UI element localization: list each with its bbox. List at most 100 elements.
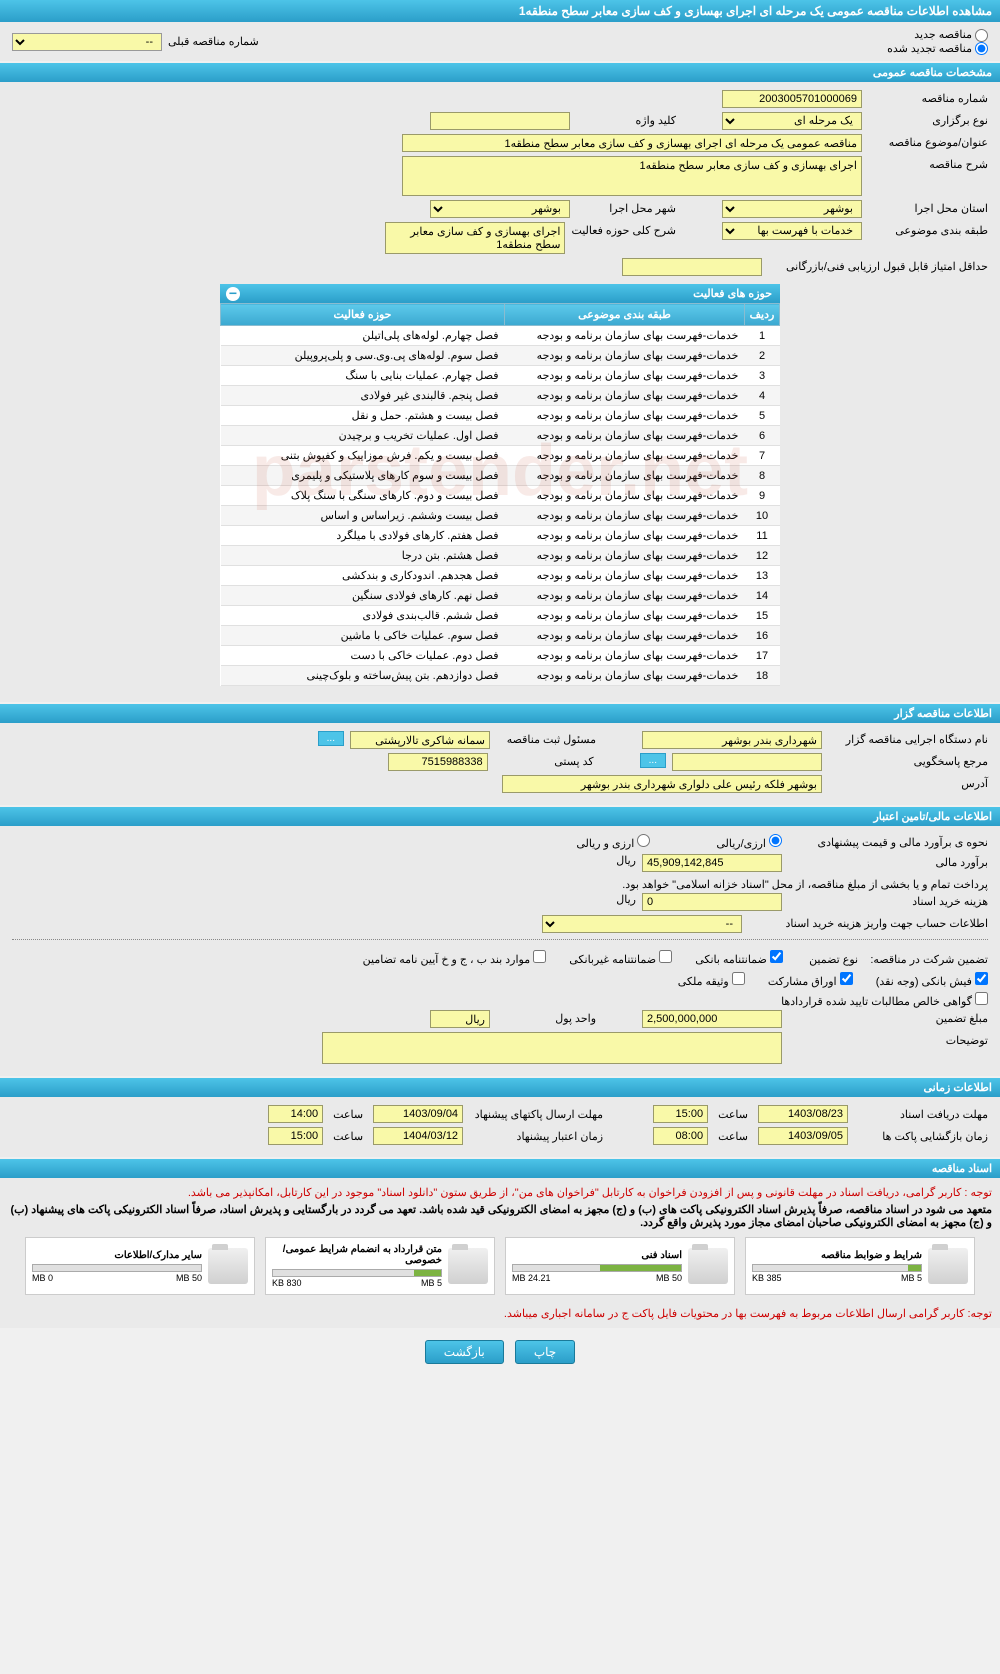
financial-form: نحوه ی برآورد مالی و قیمت پیشنهادی ارزی/… (0, 826, 1000, 1076)
cb-g4[interactable]: فیش بانکی (وجه نقد) (876, 976, 988, 988)
cb-g7[interactable]: گواهی خالص مطالبات تایید شده قراردادها (781, 996, 988, 1008)
radio-foreign[interactable]: ارزی و ریالی (576, 834, 650, 850)
radio-new-tender[interactable]: مناقصه جدید (914, 29, 988, 41)
section-time: اطلاعات زمانی (0, 1078, 1000, 1097)
cb-g2[interactable]: ضمانتنامه غیربانکی (569, 954, 672, 966)
open-time-label: ساعت (718, 1130, 748, 1143)
account-select[interactable]: -- (542, 915, 742, 933)
guarantee-label: تضمین شرکت در مناقصه: (870, 954, 988, 966)
validity-time-input[interactable] (268, 1127, 323, 1145)
validity-date-input[interactable] (373, 1127, 463, 1145)
radio-new-label: مناقصه جدید (914, 29, 972, 41)
city-select[interactable]: بوشهر (430, 200, 570, 218)
radio-renewed-label: مناقصه تجدید شده (887, 43, 972, 55)
receive-date-input[interactable] (758, 1105, 848, 1123)
payment-note: پرداخت تمام و یا بخشی از مبلغ مناقصه، از… (12, 876, 988, 893)
section-financial: اطلاعات مالی/تامین اعتبار (0, 807, 1000, 826)
table-row: 13خدمات-فهرست بهای سازمان برنامه و بودجه… (221, 566, 780, 586)
tender-no-label: شماره مناقصه (868, 90, 988, 105)
section-docs: اسناد مناقصه (0, 1159, 1000, 1178)
table-row: 14خدمات-فهرست بهای سازمان برنامه و بودجه… (221, 586, 780, 606)
type-select[interactable]: یک مرحله ای (722, 112, 862, 130)
envelope-send-time-input[interactable] (268, 1105, 323, 1123)
keyword-label: کلید واژه (576, 112, 676, 127)
prev-number-select[interactable]: -- (12, 33, 162, 51)
activity-table: ردیف طبقه بندی موضوعی حوزه فعالیت 1خدمات… (220, 303, 780, 686)
addr-input[interactable] (502, 775, 822, 793)
province-select[interactable]: بوشهر (722, 200, 862, 218)
org-label: نام دستگاه اجرایی مناقصه گزار (828, 731, 988, 746)
radio-riyal[interactable]: ارزی/ریالی (716, 834, 782, 850)
open-time-input[interactable] (653, 1127, 708, 1145)
doc-title: متن قرارداد به انضمام شرایط عمومی/خصوصی (272, 1244, 442, 1266)
doc-box[interactable]: متن قرارداد به انضمام شرایط عمومی/خصوصی5… (265, 1237, 495, 1295)
g-unit-label: واحد پول (496, 1010, 596, 1025)
table-row: 9خدمات-فهرست بهای سازمان برنامه و بودجهف… (221, 486, 780, 506)
cb-g5[interactable]: اوراق مشارکت (768, 976, 853, 988)
open-date-input[interactable] (758, 1127, 848, 1145)
print-button[interactable]: چاپ (515, 1340, 575, 1364)
doc-progress (752, 1264, 922, 1272)
postal-input[interactable] (388, 753, 488, 771)
cb-g1[interactable]: ضمانتنامه بانکی (695, 954, 783, 966)
envelope-send-time-label: ساعت (333, 1108, 363, 1121)
doc-progress (272, 1269, 442, 1277)
doc-cost-input[interactable] (642, 893, 782, 911)
g-amount-input[interactable] (642, 1010, 782, 1028)
cb-g6[interactable]: وثیقه ملکی (678, 976, 745, 988)
receive-time-label: ساعت (718, 1108, 748, 1121)
doc-box[interactable]: شرایط و ضوابط مناقصه5 MB385 KB (745, 1237, 975, 1295)
resp-label: مرجع پاسخگویی (828, 753, 988, 768)
resp-lookup-button[interactable]: ... (640, 753, 666, 768)
doc-max: 50 MB (176, 1273, 202, 1283)
receive-label: مهلت دریافت اسناد (858, 1108, 988, 1121)
organizer-form: نام دستگاه اجرایی مناقصه گزار مسئول ثبت … (0, 723, 1000, 805)
folder-icon (208, 1248, 248, 1284)
table-row: 1خدمات-فهرست بهای سازمان برنامه و بودجهف… (221, 326, 780, 346)
desc-label: شرح مناقصه (868, 156, 988, 171)
reg-label: مسئول ثبت مناقصه (496, 731, 596, 746)
est-currency: ریال (616, 854, 636, 867)
category-label: طبقه بندی موضوعی (868, 222, 988, 237)
activity-table-header: حوزه های فعالیت − (220, 284, 780, 303)
activity-desc-textarea[interactable]: اجرای بهسازی و کف سازی معابر سطح منطقه1 (385, 222, 565, 254)
col-field-header: حوزه فعالیت (221, 304, 505, 326)
cb-g3[interactable]: موارد بند ب ، ج و خ آیین نامه تضامین (363, 954, 547, 966)
tender-type-row: مناقصه جدید مناقصه تجدید شده شماره مناقص… (0, 22, 1000, 61)
g-unit-input[interactable] (430, 1010, 490, 1028)
subject-label: عنوان/موضوع مناقصه (868, 134, 988, 149)
reg-lookup-button[interactable]: ... (318, 731, 344, 746)
tender-no-input[interactable] (722, 90, 862, 108)
table-row: 6خدمات-فهرست بهای سازمان برنامه و بودجهف… (221, 426, 780, 446)
desc-textarea[interactable]: اجرای بهسازی و کف سازی معابر سطح منطقه1 (402, 156, 862, 196)
validity-time-label: ساعت (333, 1130, 363, 1143)
addr-label: آدرس (828, 775, 988, 790)
table-row: 17خدمات-فهرست بهای سازمان برنامه و بودجه… (221, 646, 780, 666)
receive-time-input[interactable] (653, 1105, 708, 1123)
notes-textarea[interactable] (322, 1032, 782, 1064)
envelope-send-date-input[interactable] (373, 1105, 463, 1123)
folder-icon (688, 1248, 728, 1284)
doc-box[interactable]: اسناد فنی50 MB24.21 MB (505, 1237, 735, 1295)
reg-input[interactable] (350, 731, 490, 749)
activity-desc-label: شرح کلی حوزه فعالیت (571, 222, 676, 237)
collapse-icon[interactable]: − (226, 287, 240, 301)
back-button[interactable]: بازگشت (425, 1340, 504, 1364)
category-select[interactable]: خدمات با فهرست بها (722, 222, 862, 240)
table-row: 4خدمات-فهرست بهای سازمان برنامه و بودجهف… (221, 386, 780, 406)
subject-input[interactable] (402, 134, 862, 152)
table-row: 11خدمات-فهرست بهای سازمان برنامه و بودجه… (221, 526, 780, 546)
est-input[interactable] (642, 854, 782, 872)
keyword-input[interactable] (430, 112, 570, 130)
type-label: نوع برگزاری (868, 112, 988, 127)
org-input[interactable] (642, 731, 822, 749)
min-score-input[interactable] (622, 258, 762, 276)
min-score-label: حداقل امتیاز قابل قبول ارزیابی فنی/بازرگ… (768, 258, 988, 273)
button-row: چاپ بازگشت (0, 1328, 1000, 1376)
doc-cost-currency: ریال (616, 893, 636, 906)
table-row: 16خدمات-فهرست بهای سازمان برنامه و بودجه… (221, 626, 780, 646)
radio-renewed-tender[interactable]: مناقصه تجدید شده (887, 43, 988, 55)
resp-input[interactable] (672, 753, 822, 771)
col-row-header: ردیف (745, 304, 780, 326)
doc-box[interactable]: سایر مدارک/اطلاعات50 MB0 MB (25, 1237, 255, 1295)
